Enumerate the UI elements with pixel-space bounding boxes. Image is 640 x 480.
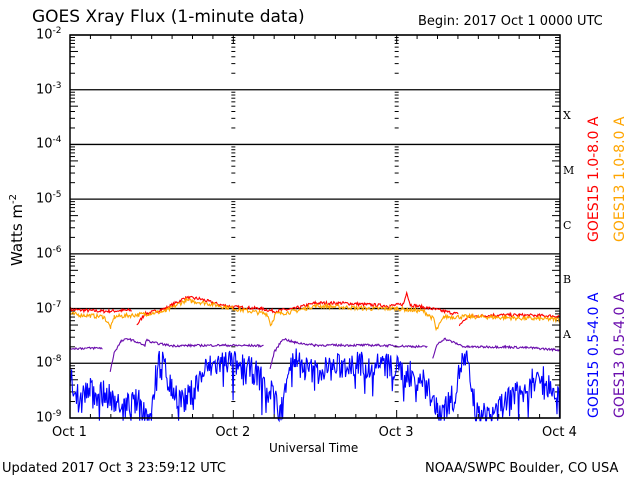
series-line-goes15-1-0-8-0-a xyxy=(69,306,132,314)
y-tick-label: 10-5 xyxy=(36,190,62,206)
y-tick-label: 10-4 xyxy=(36,135,62,151)
flare-class-label: X xyxy=(563,109,571,123)
y-tick-label: 10-2 xyxy=(36,26,62,42)
series-line-goes13-0-5-4-0-a xyxy=(69,346,103,351)
series-line-goes13-0-5-4-0-a xyxy=(432,337,561,359)
y-tick-label: 10-8 xyxy=(36,354,62,370)
series-line-goes15-1-0-8-0-a xyxy=(458,311,560,327)
legend-goes13-long: GOES13 1.0-8.0 A xyxy=(612,116,628,242)
y-tick-label: 10-9 xyxy=(36,409,62,425)
data-source: NOAA/SWPC Boulder, CO USA xyxy=(425,461,619,476)
series-line-goes13-1-0-8-0-a xyxy=(69,296,561,332)
chart-title: GOES Xray Flux (1-minute data) xyxy=(32,7,305,27)
y-tick-base: 10 xyxy=(36,246,53,262)
y-tick-label: 10-7 xyxy=(36,300,62,316)
y-tick-exp: -2 xyxy=(52,26,62,36)
y-axis-label: Watts m-2 xyxy=(8,194,26,266)
flare-class-label: B xyxy=(563,273,572,287)
y-axis-label-exp: -2 xyxy=(8,193,19,204)
x-tick-label: Oct 4 xyxy=(542,425,577,440)
y-tick-base: 10 xyxy=(36,355,53,371)
x-axis-label: Universal Time xyxy=(269,441,359,455)
series-line-goes15-0-5-4-0-a xyxy=(69,348,561,423)
y-tick-exp: -6 xyxy=(52,244,62,255)
y-tick-exp: -4 xyxy=(52,135,62,146)
y-tick-base: 10 xyxy=(36,136,53,152)
y-tick-exp: -9 xyxy=(52,409,62,419)
legend-goes13-short: GOES13 0.5-4.0 A xyxy=(612,292,628,418)
y-tick-base: 10 xyxy=(36,82,53,98)
updated-time: Updated 2017 Oct 3 23:59:12 UTC xyxy=(2,461,226,476)
x-tick-label: Oct 1 xyxy=(52,425,87,440)
y-tick-exp: -5 xyxy=(52,190,62,201)
series-line-goes15-1-0-8-0-a xyxy=(136,290,459,326)
y-tick-base: 10 xyxy=(36,410,53,426)
y-tick-base: 10 xyxy=(36,27,53,43)
x-tick-label: Oct 3 xyxy=(378,425,414,440)
y-tick-exp: -8 xyxy=(52,354,62,365)
y-axis-label-base: Watts m xyxy=(8,203,26,266)
x-tick-label: Oct 2 xyxy=(215,425,251,440)
y-tick-label: 10-6 xyxy=(36,245,62,261)
flare-class-label: C xyxy=(563,218,572,232)
legend-goes15-short: GOES15 0.5-4.0 A xyxy=(586,292,602,418)
legend-goes15-long: GOES15 1.0-8.0 A xyxy=(586,116,602,242)
y-tick-label: 10-3 xyxy=(36,81,62,97)
y-tick-exp: -7 xyxy=(52,299,62,310)
flare-class-label: A xyxy=(563,327,571,341)
begin-time: Begin: 2017 Oct 1 0000 UTC xyxy=(418,14,603,29)
y-tick-base: 10 xyxy=(36,300,53,316)
y-tick-base: 10 xyxy=(36,191,53,207)
y-tick-exp: -3 xyxy=(52,80,62,91)
series-line-goes13-0-5-4-0-a xyxy=(109,337,264,373)
plot-frame xyxy=(69,34,561,419)
series-line-goes13-0-5-4-0-a xyxy=(269,337,428,370)
flare-class-label: M xyxy=(563,163,575,177)
